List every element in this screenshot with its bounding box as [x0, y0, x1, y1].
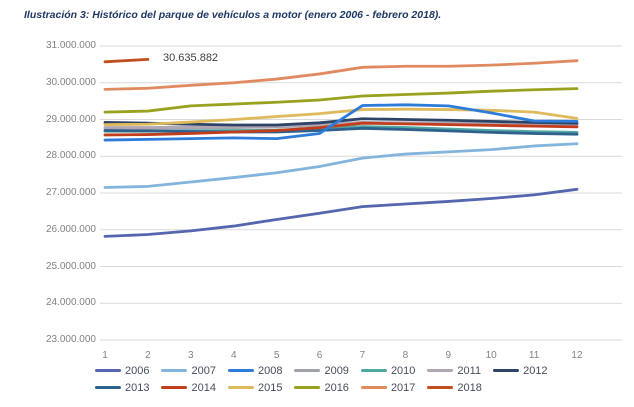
- legend-swatch-2013: [95, 386, 121, 389]
- legend-swatch-2011: [427, 369, 454, 372]
- x-axis-tick-label: 11: [528, 350, 540, 361]
- legend-item-2016: 2016: [294, 381, 349, 394]
- legend-label: 2009: [324, 364, 349, 377]
- legend-label: 2018: [457, 381, 482, 394]
- figure-caption: Ilustración 3: Histórico del parque de v…: [24, 9, 442, 21]
- legend-swatch-2015: [227, 386, 254, 389]
- legend-item-2011: 2011: [427, 365, 481, 377]
- legend-swatch-2017: [360, 386, 387, 389]
- legend-swatch-2008: [227, 369, 254, 372]
- legend-label: 2015: [257, 381, 283, 394]
- series-line-2013: [103, 126, 579, 136]
- legend-item-2018: 2018: [427, 381, 482, 394]
- line-chart-plot-area: [100, 45, 622, 341]
- x-axis-tick-label: 6: [316, 350, 323, 361]
- series-line-2008: [103, 103, 579, 142]
- chart-legend-row-1: 2006 2007 2008 2009 2010 2011 2012: [95, 364, 560, 377]
- x-axis-tick-label: 7: [359, 350, 366, 361]
- legend-swatch-2006: [95, 369, 121, 372]
- legend-item-2012: 2012: [493, 364, 548, 377]
- series-line-2007: [103, 142, 579, 189]
- legend-label: 2011: [457, 364, 482, 377]
- legend-swatch-2014: [161, 386, 188, 389]
- legend-swatch-2012: [493, 369, 520, 372]
- x-axis-tick-label: 1: [102, 350, 108, 361]
- legend-label: 2016: [324, 381, 349, 394]
- legend-item-2010: 2010: [360, 364, 416, 377]
- x-axis-tick-label: 10: [485, 350, 497, 361]
- legend-label: 2014: [191, 381, 216, 394]
- legend-item-2007: 2007: [161, 364, 216, 377]
- x-axis-tick-label: 5: [273, 350, 280, 361]
- legend-item-2009: 2009: [294, 364, 349, 377]
- legend-item-2014: 2014: [161, 381, 216, 394]
- chart-legend-row-2: 2013 2014 2015 2016 2017 2018: [95, 381, 494, 394]
- x-axis-tick-label: 3: [188, 350, 194, 361]
- legend-label: 2006: [125, 364, 150, 377]
- y-axis-tick-label: 23.000.000: [45, 334, 96, 345]
- x-axis-tick-label: 9: [445, 350, 452, 361]
- series-line-2016: [103, 87, 579, 114]
- legend-item-2013: 2013: [95, 382, 149, 394]
- series-line-2011: [103, 121, 579, 129]
- legend-item-2008: 2008: [227, 364, 283, 377]
- series-line-2006: [103, 187, 579, 238]
- legend-swatch-2018: [427, 386, 454, 389]
- legend-item-2017: 2017: [360, 381, 416, 394]
- legend-swatch-2007: [161, 369, 188, 372]
- legend-label: 2008: [257, 364, 283, 377]
- legend-item-2006: 2006: [95, 365, 149, 377]
- series-line-2014: [103, 121, 579, 137]
- x-axis-tick-label: 4: [230, 350, 237, 361]
- data-label-2018: 30.635.882: [163, 52, 219, 64]
- y-axis-tick-label: 25.000.000: [45, 260, 96, 272]
- y-axis-tick-label: 28.000.000: [45, 150, 96, 162]
- series-line-2017: [103, 59, 579, 91]
- legend-swatch-2016: [294, 386, 321, 389]
- y-axis-tick-label: 31.000.000: [45, 40, 96, 51]
- y-axis-tick-label: 27.000.000: [45, 187, 96, 198]
- legend-swatch-2010: [360, 369, 387, 372]
- y-axis-tick-label: 24.000.000: [45, 297, 96, 309]
- legend-label: 2013: [125, 381, 150, 394]
- legend-item-2015: 2015: [227, 381, 283, 394]
- y-axis-tick-label: 26.000.000: [45, 223, 96, 235]
- legend-label: 2017: [390, 381, 416, 394]
- legend-swatch-2009: [294, 369, 321, 372]
- legend-label: 2007: [191, 364, 216, 377]
- y-axis-tick-label: 29.000.000: [45, 113, 96, 125]
- series-line-2018: [103, 57, 150, 64]
- x-axis-tick-label: 12: [571, 350, 583, 361]
- y-axis-tick-label: 30.000.000: [45, 76, 96, 88]
- x-axis-tick-label: 2: [145, 350, 151, 361]
- legend-label: 2010: [390, 364, 416, 377]
- legend-label: 2012: [523, 364, 548, 377]
- x-axis-tick-label: 8: [402, 350, 409, 361]
- series-line-2015: [103, 107, 579, 127]
